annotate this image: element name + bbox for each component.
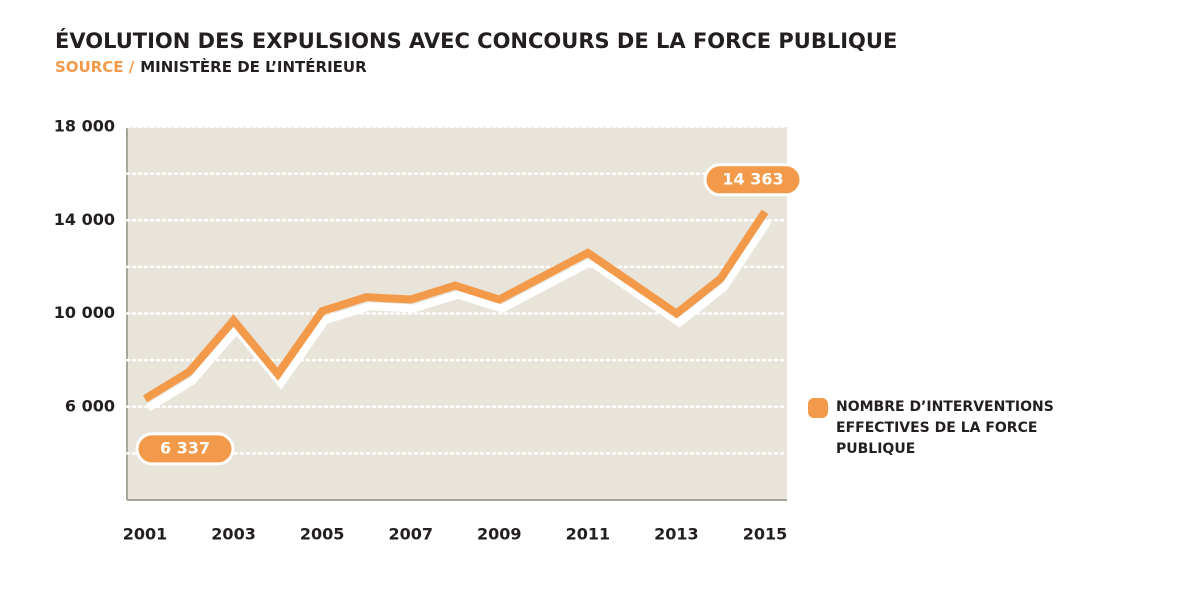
legend-swatch — [808, 398, 828, 418]
source: MINISTÈRE DE L’INTÉRIEUR — [140, 57, 367, 76]
x-tick-label: 2003 — [211, 525, 256, 544]
value-label: 14 363 — [722, 169, 783, 188]
x-tick-label: 2011 — [566, 525, 611, 544]
y-tick-label: 14 000 — [54, 210, 115, 229]
x-tick-label: 2013 — [654, 525, 699, 544]
value-label-bg — [135, 432, 235, 466]
subtitle: SOURCE / MINISTÈRE DE L’INTÉRIEUR — [55, 57, 367, 76]
x-tick-label: 2001 — [123, 525, 168, 544]
x-tick-label: 2005 — [300, 525, 345, 544]
y-tick-label: 10 000 — [54, 303, 115, 322]
y-tick-label: 6 000 — [65, 396, 115, 415]
y-tick-label: 18 000 — [54, 117, 115, 136]
line — [142, 209, 769, 403]
value-label: 6 337 — [160, 438, 210, 457]
source-label: SOURCE / — [55, 58, 135, 76]
legend-label: NOMBRE D’INTERVENTIONS EFFECTIVES DE LA … — [836, 399, 1054, 457]
chart-title: ÉVOLUTION DES EXPULSIONS AVEC CONCOURS D… — [55, 28, 897, 53]
x-tick-label: 2009 — [477, 525, 522, 544]
value-label-bg — [703, 163, 803, 197]
x-tick-label: 2007 — [388, 525, 433, 544]
x-tick-label: 2015 — [743, 525, 788, 544]
